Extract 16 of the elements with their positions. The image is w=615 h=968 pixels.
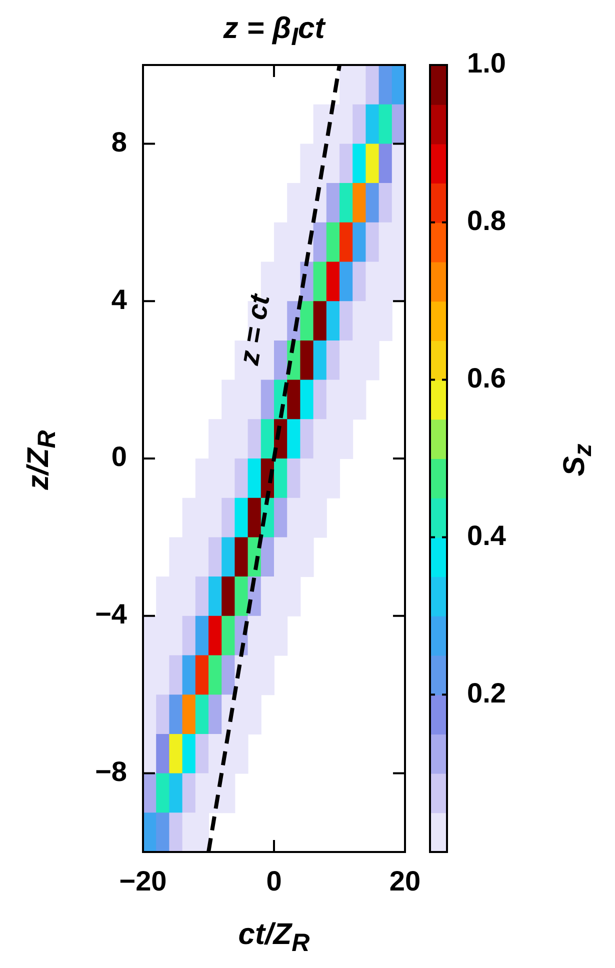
color-bar-label: 0.2 [467, 677, 506, 708]
y-tick-label: −8 [95, 756, 127, 788]
x-tick-label: 0 [266, 866, 282, 897]
color-bar-label: 0.8 [467, 205, 506, 236]
color-bar-label: 0.4 [467, 520, 506, 551]
y-tick-label: 0 [111, 441, 127, 472]
y-tick-label: 4 [111, 284, 128, 315]
color-bar-label: 1.0 [467, 48, 506, 79]
annotation: z = ct [232, 290, 276, 368]
y-tick-label: 8 [111, 126, 127, 158]
x-tick-label: 20 [389, 866, 421, 897]
x-axis-title: ct/Z$_{R}$ [238, 918, 310, 958]
chart-title: z = β$_{I}$ct [223, 12, 325, 52]
x-tick-label: −20 [119, 866, 167, 897]
color-bar-label: 0.6 [467, 362, 506, 394]
y-tick-label: −4 [95, 598, 128, 630]
